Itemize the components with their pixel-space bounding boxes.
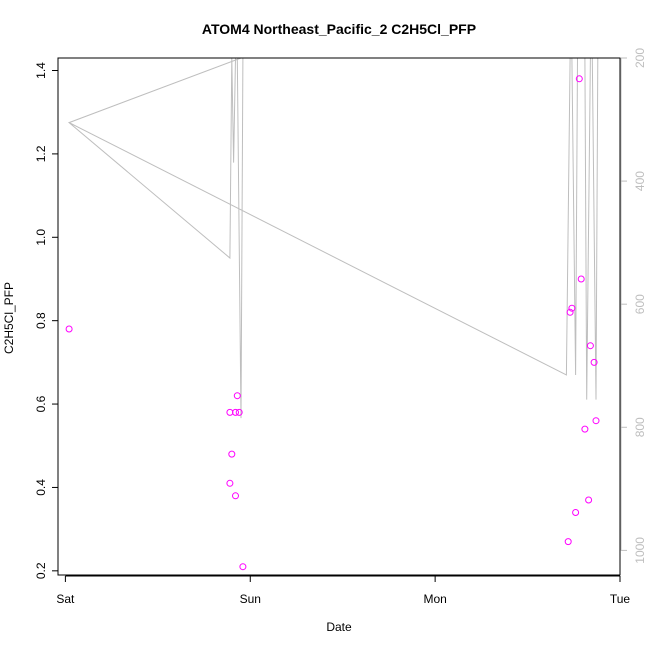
data-point: [585, 496, 593, 504]
data-point: [581, 425, 589, 433]
data-point: [232, 408, 239, 416]
data-point: [65, 325, 73, 333]
data-point: [233, 392, 241, 400]
y-tick-label: 1.4: [34, 62, 48, 79]
y2-tick-label: 600: [633, 294, 647, 314]
y2-tick-label: 1000: [633, 537, 647, 564]
data-point: [232, 492, 239, 500]
y-tick-label: 0.6: [34, 395, 48, 412]
x-tick-label: Sat: [56, 592, 75, 606]
data-point: [577, 275, 585, 283]
data-point: [566, 308, 574, 316]
data-point: [226, 479, 234, 487]
y-tick-label: 1.0: [34, 229, 48, 246]
y2-tick-label: 200: [633, 48, 647, 68]
altitude-line: [67, 58, 599, 419]
x-tick-label: Sun: [240, 592, 261, 606]
y2-tick-label: 800: [633, 417, 647, 437]
y2-tick-label: 400: [633, 171, 647, 191]
y-tick-label: 1.2: [34, 145, 48, 162]
chart-title: ATOM4 Northeast_Pacific_2 C2H5Cl_PFP: [202, 21, 476, 37]
data-point: [592, 417, 600, 425]
data-point: [568, 304, 576, 312]
data-point: [239, 563, 247, 571]
x-tick-label: Tue: [610, 592, 631, 606]
y-tick-label: 0.4: [34, 479, 48, 496]
data-point: [564, 538, 572, 546]
y-tick-label: 0.2: [34, 562, 48, 579]
data-point: [572, 509, 580, 516]
data-point: [228, 450, 236, 458]
data-point: [590, 358, 598, 366]
x-axis-label: Date: [326, 620, 352, 634]
point-series: [65, 75, 600, 571]
line-series: [67, 58, 599, 419]
x-tick-label: Mon: [423, 592, 446, 606]
y-axis-label: C2H5Cl_PFP: [2, 282, 16, 354]
y-tick-label: 0.8: [34, 312, 48, 329]
axes: 0.2 0.4 0.6 0.8 1.0 1.2 1.4 200 400 600 800 1000 Sat…: [34, 48, 647, 606]
data-point: [235, 408, 243, 416]
data-point: [575, 75, 583, 83]
data-point: [586, 342, 594, 350]
plot-frame: [57, 57, 621, 576]
